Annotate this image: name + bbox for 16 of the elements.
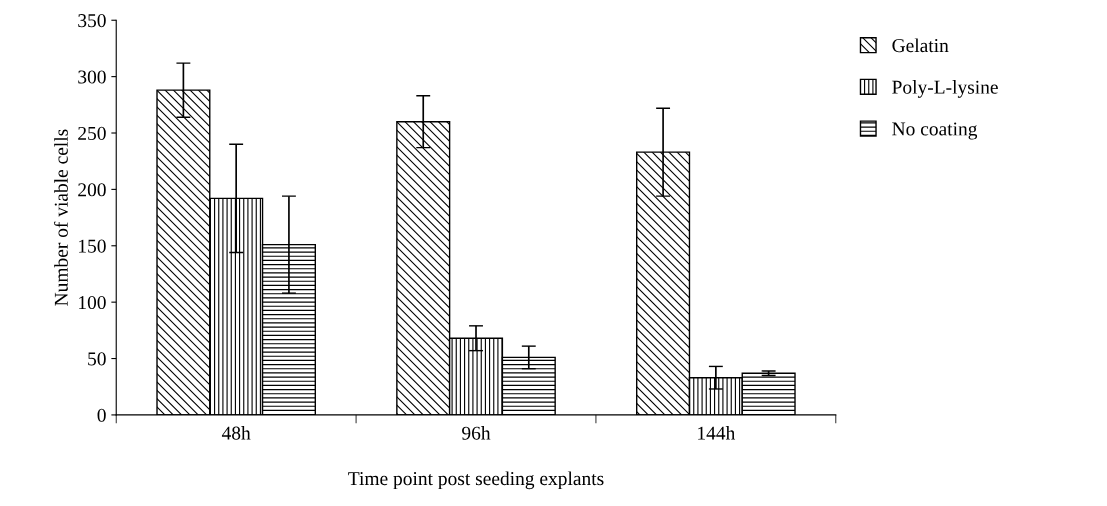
y-tick-label: 300 xyxy=(78,70,106,84)
y-axis-title: Number of viable cells xyxy=(53,129,68,306)
y-tick-label: 250 xyxy=(78,126,106,140)
x-tick-label: 96h xyxy=(462,426,491,440)
x-axis-title: Time point post seeding explants xyxy=(348,471,604,490)
legend-label: No coating xyxy=(892,122,978,140)
y-tick-label: 350 xyxy=(78,14,106,28)
x-tick-label: 48h xyxy=(221,426,251,440)
y-tick-label: 100 xyxy=(79,295,106,310)
legend-label: Poly-L-lysine xyxy=(892,80,998,98)
y-tick-label: 50 xyxy=(88,352,106,366)
legend-label: Gelatin xyxy=(892,38,949,53)
x-tick-label: 144h xyxy=(698,426,736,440)
y-tick-label: 200 xyxy=(78,183,106,197)
y-tick-label: 150 xyxy=(79,239,106,253)
y-tick-label: 0 xyxy=(97,408,106,422)
